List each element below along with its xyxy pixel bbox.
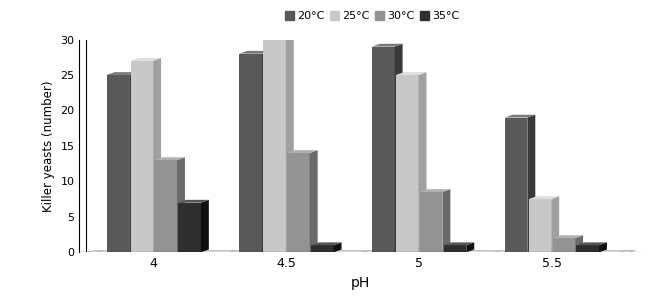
- Polygon shape: [310, 150, 318, 252]
- Polygon shape: [240, 54, 262, 252]
- Polygon shape: [107, 72, 137, 75]
- Polygon shape: [311, 245, 334, 252]
- Polygon shape: [287, 153, 310, 252]
- Polygon shape: [505, 118, 528, 252]
- Polygon shape: [528, 115, 536, 252]
- Polygon shape: [154, 160, 177, 252]
- Polygon shape: [130, 58, 161, 61]
- Polygon shape: [129, 72, 137, 252]
- Polygon shape: [263, 37, 294, 40]
- Polygon shape: [86, 250, 636, 252]
- X-axis label: pH: pH: [351, 276, 371, 290]
- Polygon shape: [599, 242, 607, 252]
- Polygon shape: [442, 189, 450, 252]
- Polygon shape: [177, 157, 185, 252]
- Polygon shape: [418, 72, 426, 252]
- Polygon shape: [553, 235, 583, 238]
- Polygon shape: [372, 47, 395, 252]
- Polygon shape: [529, 196, 559, 199]
- Polygon shape: [178, 200, 209, 203]
- Polygon shape: [444, 245, 466, 252]
- Legend: 20°C, 25°C, 30°C, 35°C: 20°C, 25°C, 30°C, 35°C: [280, 7, 464, 26]
- Polygon shape: [466, 242, 474, 252]
- Polygon shape: [153, 58, 161, 252]
- Polygon shape: [286, 37, 294, 252]
- Polygon shape: [107, 75, 129, 252]
- Polygon shape: [372, 44, 402, 47]
- Polygon shape: [263, 40, 286, 252]
- Polygon shape: [240, 51, 270, 54]
- Polygon shape: [396, 75, 418, 252]
- Polygon shape: [505, 115, 536, 118]
- Polygon shape: [262, 51, 270, 252]
- Polygon shape: [577, 245, 599, 252]
- Polygon shape: [577, 242, 607, 245]
- Polygon shape: [201, 200, 209, 252]
- Polygon shape: [529, 199, 551, 252]
- Polygon shape: [334, 242, 342, 252]
- Polygon shape: [178, 203, 201, 252]
- Polygon shape: [130, 61, 153, 252]
- Polygon shape: [575, 235, 583, 252]
- Polygon shape: [154, 157, 185, 160]
- Polygon shape: [395, 44, 402, 252]
- Y-axis label: Killer yeasts (number): Killer yeasts (number): [42, 80, 55, 212]
- Polygon shape: [551, 196, 559, 252]
- Polygon shape: [444, 242, 474, 245]
- Polygon shape: [396, 72, 426, 75]
- Polygon shape: [553, 238, 575, 252]
- Polygon shape: [420, 189, 450, 192]
- Polygon shape: [311, 242, 342, 245]
- Polygon shape: [287, 150, 318, 153]
- Polygon shape: [420, 192, 442, 252]
